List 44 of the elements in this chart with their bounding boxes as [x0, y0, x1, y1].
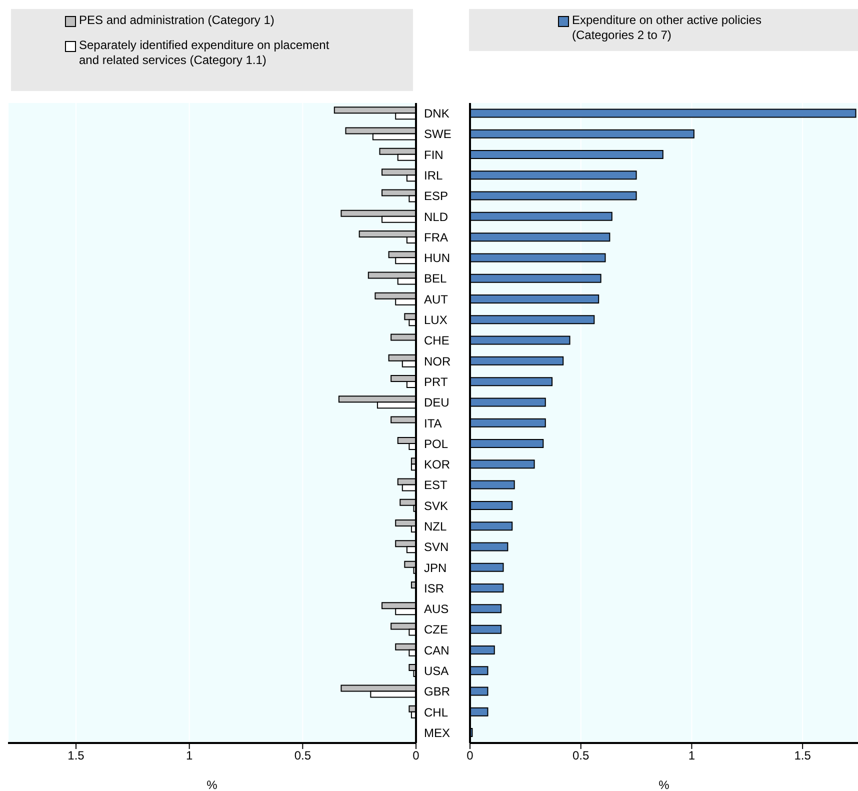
- x-tick-label: 1.5: [68, 748, 85, 763]
- x-tick-label: 0.5: [294, 748, 312, 763]
- y-tick-label: CHE: [424, 334, 450, 348]
- y-tick-label: GBR: [424, 684, 450, 699]
- y-tick-label: KOR: [424, 458, 450, 472]
- x-tick-label: 1: [688, 748, 696, 763]
- y-tick-label: NZL: [424, 519, 447, 534]
- y-tick-label: ESP: [424, 189, 448, 204]
- y-tick-label: SWE: [424, 127, 452, 142]
- x-tick-label: 0: [466, 748, 474, 763]
- y-tick-label: NLD: [424, 210, 448, 224]
- y-tick-label: NOR: [424, 354, 451, 368]
- y-tick-label: FRA: [424, 230, 448, 244]
- y-tick-label: BEL: [424, 272, 448, 286]
- y-tick-label: CZE: [424, 622, 448, 637]
- y-tick-label: AUS: [424, 602, 449, 616]
- y-tick-label: POL: [424, 436, 448, 451]
- y-tick-label: DNK: [424, 106, 450, 121]
- x-axis-title: %: [658, 778, 670, 791]
- x-tick-label: 0: [412, 748, 420, 763]
- y-tick-label: ISR: [424, 581, 444, 596]
- y-tick-label: SVK: [424, 498, 448, 513]
- y-tick-label: ITA: [424, 416, 442, 430]
- y-tick-label: AUT: [424, 292, 449, 306]
- y-tick-label: SVN: [424, 540, 449, 554]
- x-tick-label: 1: [186, 748, 193, 763]
- y-tick-label: MEX: [424, 726, 450, 740]
- legend-label: Expenditure on other active policies (Categories 2 to 7): [572, 13, 762, 43]
- y-tick-label: LUX: [424, 313, 448, 328]
- y-tick-label: FIN: [424, 148, 444, 162]
- legend-label: Separately identified expenditure on placement and related services (Category 1.1): [79, 38, 330, 68]
- y-tick-label: PRT: [424, 374, 448, 389]
- y-tick-label: IRL: [424, 168, 443, 183]
- legend-label: PES and administration (Category 1): [79, 13, 274, 28]
- y-tick-label: USA: [424, 664, 449, 678]
- y-tick-label: JPN: [424, 560, 447, 575]
- y-tick-label: HUN: [424, 251, 450, 266]
- y-tick-label: EST: [424, 478, 448, 492]
- y-tick-label: CHL: [424, 705, 448, 720]
- x-tick-label: 0.5: [572, 748, 590, 763]
- y-tick-label: CAN: [424, 643, 450, 658]
- x-axis-title: %: [206, 778, 218, 791]
- x-tick-label: 1.5: [794, 748, 812, 763]
- y-tick-label: DEU: [424, 396, 450, 410]
